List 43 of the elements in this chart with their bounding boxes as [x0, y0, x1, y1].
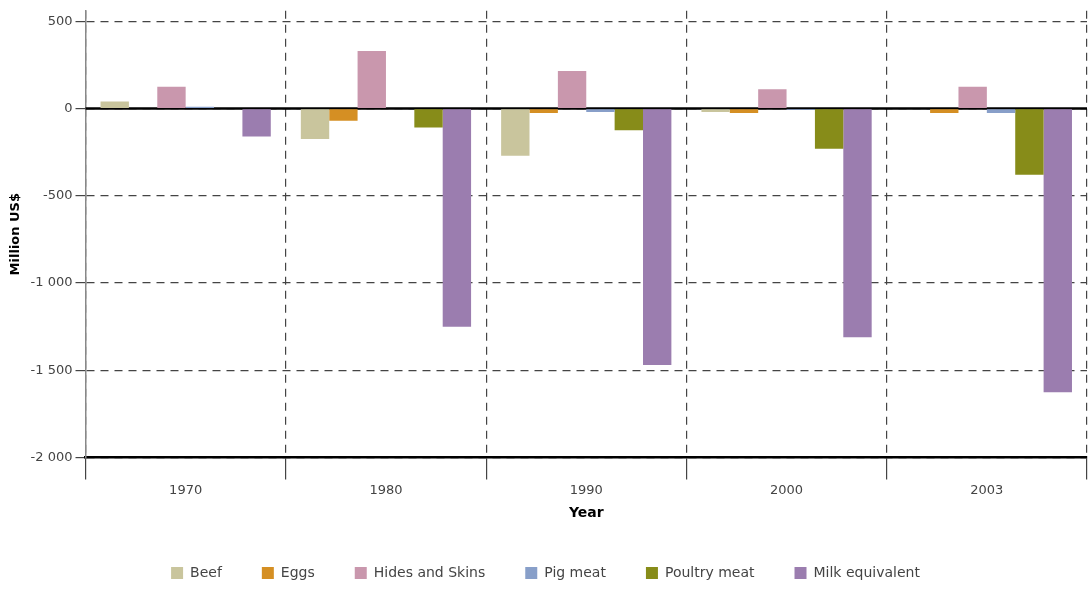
bar — [329, 109, 358, 121]
bar — [100, 101, 129, 108]
bar — [357, 50, 386, 108]
bar — [586, 109, 615, 113]
y-axis-title: Million US$ — [7, 192, 23, 276]
bar — [758, 89, 787, 108]
x-tick-label: 1990 — [569, 481, 603, 497]
y-tick-label: -500 — [42, 187, 73, 203]
bar — [501, 109, 530, 156]
y-tick-label: 500 — [47, 12, 73, 28]
bar — [729, 109, 759, 113]
legend-label: Eggs — [280, 563, 315, 580]
bar — [814, 109, 844, 149]
y-tick-label: -1 000 — [30, 274, 73, 290]
bar — [643, 109, 672, 366]
x-tick-label: 2000 — [770, 481, 804, 497]
bar — [701, 109, 730, 113]
bar — [958, 86, 987, 108]
y-tick-label: -1 500 — [30, 361, 73, 377]
x-tick-label: 2003 — [970, 481, 1004, 497]
bar — [242, 109, 271, 137]
bar — [986, 109, 1016, 113]
legend-label: Milk equivalent — [813, 563, 921, 580]
x-tick-label: 1980 — [369, 481, 403, 497]
legend-label: Pig meat — [544, 563, 607, 580]
y-tick-label: -2 000 — [30, 448, 73, 464]
bar — [442, 109, 472, 327]
x-axis-title: Year — [567, 504, 604, 521]
bar — [157, 86, 186, 108]
bar — [414, 109, 443, 128]
bar — [557, 71, 587, 108]
bar — [930, 109, 959, 113]
bar — [1015, 109, 1044, 175]
y-tick-label: 0 — [64, 99, 73, 115]
bar — [843, 109, 872, 338]
legend-label: Poultry meat — [664, 563, 756, 580]
legend-label: Beef — [190, 563, 223, 580]
bar — [300, 109, 330, 140]
bar — [614, 109, 644, 131]
bar — [1043, 109, 1072, 393]
legend-label: Hides and Skins — [373, 563, 486, 580]
x-tick-label: 1970 — [169, 481, 203, 497]
bar — [529, 109, 558, 113]
